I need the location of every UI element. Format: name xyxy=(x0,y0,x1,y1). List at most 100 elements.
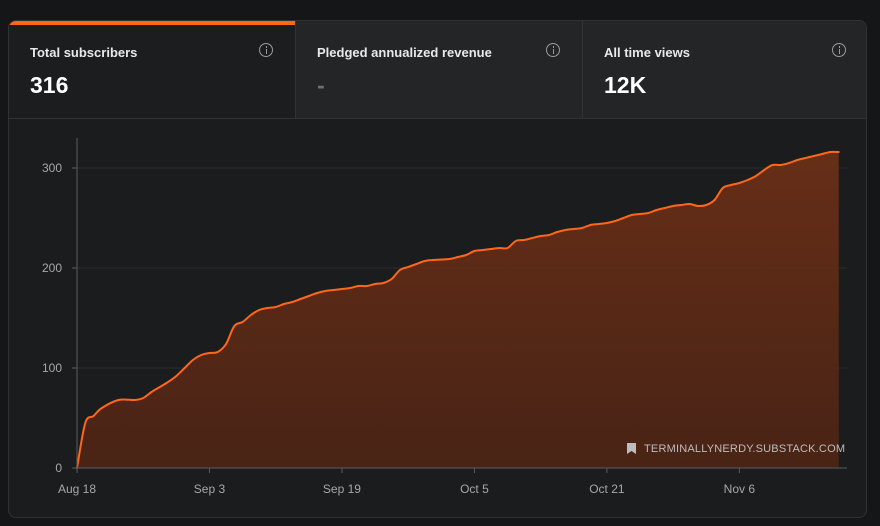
x-tick-label: Oct 5 xyxy=(460,482,489,496)
x-tick-label: Aug 18 xyxy=(58,482,96,496)
data-point xyxy=(374,283,375,284)
data-point xyxy=(598,223,599,224)
data-point xyxy=(391,278,392,279)
data-point xyxy=(515,240,516,241)
x-tick-label: Sep 3 xyxy=(194,482,226,496)
data-point xyxy=(317,292,318,293)
data-point xyxy=(432,259,433,260)
data-point xyxy=(656,209,657,210)
data-point xyxy=(689,203,690,204)
stat-label: Total subscribers xyxy=(30,45,138,60)
data-point xyxy=(101,407,102,408)
stat-label: Pledged annualized revenue xyxy=(317,45,492,60)
stat-card-pledged-revenue[interactable]: Pledged annualized revenue - xyxy=(296,21,583,118)
data-point xyxy=(209,352,210,353)
x-tick-label: Oct 21 xyxy=(589,482,625,496)
data-point xyxy=(681,204,682,205)
stat-card-all-time-views[interactable]: All time views 12K xyxy=(583,21,866,118)
data-point xyxy=(267,307,268,308)
data-point xyxy=(772,164,773,165)
data-point xyxy=(292,301,293,302)
stat-value: - xyxy=(317,72,325,98)
x-tick-label: Nov 6 xyxy=(724,482,756,496)
data-point xyxy=(350,287,351,288)
data-point xyxy=(813,155,814,156)
data-point xyxy=(747,179,748,180)
data-point xyxy=(366,285,367,286)
substack-bookmark-icon xyxy=(627,443,636,454)
data-point xyxy=(225,343,226,344)
data-point xyxy=(159,386,160,387)
series-line xyxy=(76,150,840,469)
data-point xyxy=(697,205,698,206)
data-point xyxy=(664,207,665,208)
data-point xyxy=(830,151,831,152)
info-icon[interactable] xyxy=(832,43,846,57)
data-point xyxy=(722,187,723,188)
data-point xyxy=(548,234,549,235)
y-tick-label: 100 xyxy=(42,361,62,375)
data-point xyxy=(730,184,731,185)
data-point xyxy=(797,159,798,160)
stat-card-total-subscribers[interactable]: Total subscribers 316 xyxy=(9,21,296,118)
data-point xyxy=(532,237,533,238)
data-point xyxy=(424,260,425,261)
data-point xyxy=(706,204,707,205)
data-point xyxy=(358,285,359,286)
data-point xyxy=(606,222,607,223)
data-point xyxy=(457,256,458,257)
data-point xyxy=(184,367,185,368)
data-point xyxy=(118,399,119,400)
data-point xyxy=(333,289,334,290)
y-tick-label: 200 xyxy=(42,261,62,275)
data-point xyxy=(201,354,202,355)
data-point xyxy=(143,397,144,398)
data-point xyxy=(755,175,756,176)
watermark-text: TERMINALLYNERDY.SUBSTACK.COM xyxy=(644,443,845,455)
data-point xyxy=(283,303,284,304)
data-point xyxy=(788,162,789,163)
data-point xyxy=(134,399,135,400)
data-point xyxy=(466,254,467,255)
data-point xyxy=(631,214,632,215)
data-point xyxy=(250,314,251,315)
x-tick-label: Sep 19 xyxy=(323,482,361,496)
y-tick-label: 0 xyxy=(55,461,62,475)
data-point xyxy=(764,169,765,170)
data-point xyxy=(805,157,806,158)
data-point xyxy=(151,391,152,392)
data-point xyxy=(573,228,574,229)
data-point xyxy=(259,309,260,310)
data-point xyxy=(557,231,558,232)
info-icon[interactable] xyxy=(546,43,560,57)
data-point xyxy=(217,351,218,352)
data-point xyxy=(615,220,616,221)
data-point xyxy=(822,153,823,154)
data-point xyxy=(623,217,624,218)
watermark: TERMINALLYNERDY.SUBSTACK.COM xyxy=(627,443,845,455)
data-point xyxy=(242,321,243,322)
data-point xyxy=(399,269,400,270)
y-tick-label: 300 xyxy=(42,161,62,175)
stat-value: 12K xyxy=(604,72,647,98)
data-point xyxy=(176,375,177,376)
data-point xyxy=(714,199,715,200)
stat-value: 316 xyxy=(30,72,69,98)
data-point xyxy=(408,266,409,267)
data-point xyxy=(565,229,566,230)
data-point xyxy=(234,325,235,326)
data-point xyxy=(482,249,483,250)
stat-label: All time views xyxy=(604,45,690,60)
data-point xyxy=(648,212,649,213)
info-icon[interactable] xyxy=(259,43,273,57)
data-point xyxy=(275,306,276,307)
data-point xyxy=(416,263,417,264)
data-point xyxy=(523,239,524,240)
data-point xyxy=(499,247,500,248)
data-point xyxy=(673,205,674,206)
y-axis-ticks: 0 100 200 300 xyxy=(42,161,77,475)
data-point xyxy=(93,415,94,416)
data-point xyxy=(192,359,193,360)
data-point xyxy=(780,164,781,165)
